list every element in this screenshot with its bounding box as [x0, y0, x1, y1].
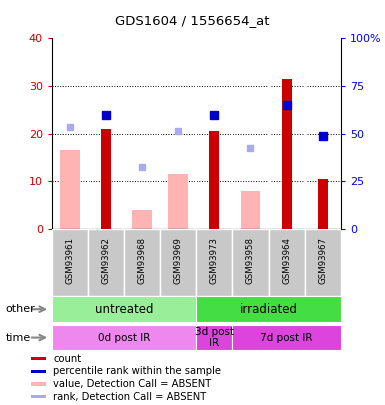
Bar	[241, 191, 260, 229]
Bar	[269, 229, 305, 296]
Text: GSM93973: GSM93973	[210, 237, 219, 284]
Text: 0d post IR: 0d post IR	[98, 333, 151, 343]
Bar	[196, 325, 233, 350]
Text: GSM93964: GSM93964	[282, 237, 291, 284]
Text: count: count	[53, 354, 82, 364]
Bar	[160, 229, 196, 296]
Text: untreated: untreated	[95, 303, 153, 316]
Text: value, Detection Call = ABSENT: value, Detection Call = ABSENT	[53, 379, 212, 389]
Bar	[196, 229, 233, 296]
Bar	[101, 129, 111, 229]
Text: GDS1604 / 1556654_at: GDS1604 / 1556654_at	[115, 14, 270, 27]
Bar	[52, 229, 88, 296]
Bar	[52, 296, 196, 322]
Text: rank, Detection Call = ABSENT: rank, Detection Call = ABSENT	[53, 392, 207, 402]
Text: GSM93962: GSM93962	[102, 237, 110, 284]
Text: other: other	[6, 304, 35, 314]
Text: GSM93968: GSM93968	[138, 237, 147, 284]
Text: 7d post IR: 7d post IR	[260, 333, 313, 343]
Text: GSM93961: GSM93961	[65, 237, 75, 284]
Bar	[124, 229, 160, 296]
Bar	[31, 395, 46, 399]
Text: GSM93967: GSM93967	[318, 237, 327, 284]
Text: percentile rank within the sample: percentile rank within the sample	[53, 367, 221, 376]
Bar	[60, 150, 80, 229]
Text: GSM93969: GSM93969	[174, 237, 183, 284]
Bar	[31, 369, 46, 373]
Bar	[31, 357, 46, 360]
Bar	[168, 174, 188, 229]
Text: 3d post
IR: 3d post IR	[195, 327, 234, 348]
Text: irradiated: irradiated	[239, 303, 298, 316]
Bar	[52, 325, 196, 350]
Bar	[209, 131, 219, 229]
Bar	[305, 229, 341, 296]
Text: time: time	[6, 333, 31, 343]
Bar	[233, 325, 341, 350]
Bar	[233, 229, 269, 296]
Bar	[281, 79, 292, 229]
Bar	[196, 296, 341, 322]
Bar	[318, 179, 328, 229]
Bar	[132, 210, 152, 229]
Text: GSM93958: GSM93958	[246, 237, 255, 284]
Bar	[88, 229, 124, 296]
Bar	[31, 382, 46, 386]
